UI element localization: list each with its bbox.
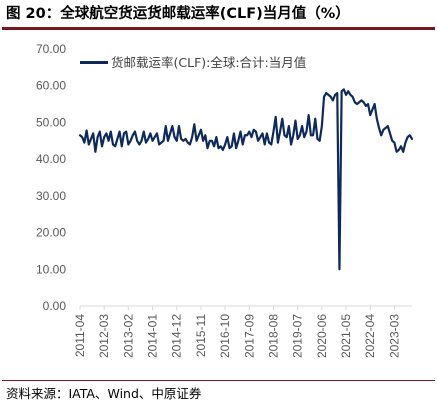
y-tick-label: 20.00 — [36, 226, 66, 240]
y-tick-label: 50.00 — [36, 115, 66, 129]
source-divider — [2, 380, 435, 381]
x-tick-label: 2020-06 — [315, 314, 329, 358]
y-tick-label: 30.00 — [36, 189, 66, 203]
series-line-clf — [78, 88, 414, 271]
y-tick-label: 70.00 — [36, 42, 66, 56]
y-tick-label: 40.00 — [36, 152, 66, 166]
x-tick-label: 2014-01 — [146, 314, 160, 358]
figure-title: 图 20：全球航空货运货邮载运率(CLF)当月值（%） — [6, 6, 350, 22]
legend: 货邮载运率(CLF):全球:合计:当月值 — [80, 55, 306, 70]
legend-label: 货邮载运率(CLF):全球:合计:当月值 — [111, 55, 306, 70]
x-axis-tick-labels: 2011-04 2012-03 2013-02 2014-01 2014-12 2015-… — [73, 314, 401, 358]
x-tick-label: 2012-03 — [97, 314, 111, 358]
x-tick-label: 2016-10 — [218, 314, 232, 358]
y-tick-label: 60.00 — [36, 79, 66, 93]
y-tick-label: 0.00 — [43, 299, 67, 313]
x-tick-label: 2018-08 — [266, 314, 280, 358]
source-note: 资料来源：IATA、Wind、中原证券 — [6, 386, 202, 401]
series-layer — [78, 88, 414, 271]
x-tick-label: 2015-11 — [194, 314, 208, 357]
x-tick-label: 2021-05 — [339, 314, 353, 358]
x-tick-label: 2017-09 — [242, 314, 256, 358]
x-tick-label: 2013-02 — [121, 314, 135, 358]
y-axis: 0.00 10.00 20.00 30.00 40.00 50.00 60.00 70.00 — [36, 42, 66, 313]
title-divider — [2, 27, 435, 30]
x-tick-label: 2019-07 — [291, 314, 305, 358]
line-chart: 0.0010.0020.0030.0040.0050.0060.0070.00 … — [36, 42, 414, 358]
y-tick-label: 10.00 — [36, 262, 66, 276]
x-tick-label: 2014-12 — [170, 314, 184, 358]
x-tick-label: 2023-03 — [387, 314, 401, 358]
x-axis — [79, 305, 412, 310]
x-tick-label: 2011-04 — [73, 314, 87, 357]
x-tick-label: 2022-04 — [363, 314, 377, 358]
